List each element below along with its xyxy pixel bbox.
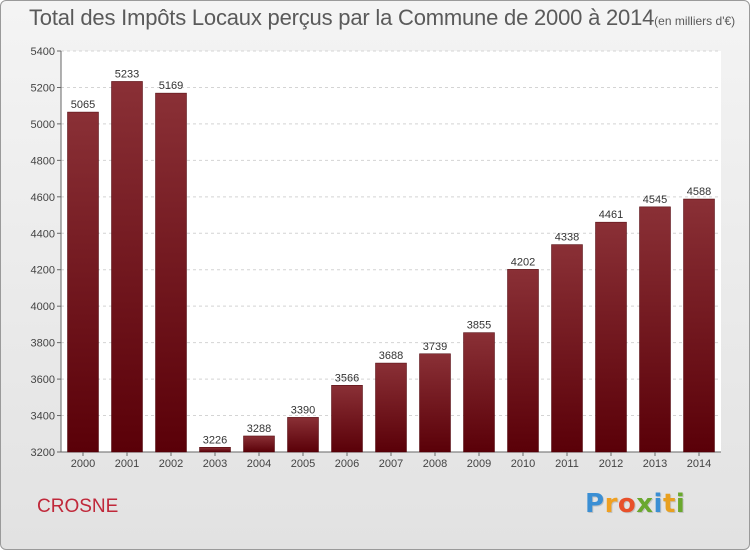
commune-name: CROSNE [37,496,119,517]
bar [375,362,407,453]
x-tick-label: 2002 [159,458,183,470]
x-tick-label: 2014 [687,458,711,470]
x-tick-label: 2006 [335,458,359,470]
data-label: 5233 [115,68,139,80]
logo-letter: o [617,489,637,519]
y-tick-label: 5400 [31,46,55,58]
data-label: 3226 [203,434,227,446]
bar [331,385,363,453]
y-tick-label: 4600 [31,192,55,204]
x-tick-label: 2010 [511,458,535,470]
y-tick-label: 4400 [31,228,55,240]
bar [111,81,143,453]
bar [287,417,319,453]
x-tick-label: 2003 [203,458,227,470]
y-tick-label: 5000 [31,119,55,131]
x-tick-label: 2005 [291,458,315,470]
y-tick-label: 4200 [31,265,55,277]
chart-title-text: Total des Impôts Locaux perçus par la Co… [29,5,655,30]
data-label: 3288 [247,423,271,435]
logo-letter: P [585,489,605,519]
data-label: 4545 [643,194,667,206]
bar [551,244,583,453]
data-label: 4202 [511,256,535,268]
x-tick-label: 2009 [467,458,491,470]
y-tick-label: 3600 [31,374,55,386]
data-label: 4588 [687,186,711,198]
data-label: 3739 [423,341,447,353]
y-tick-label: 4000 [31,301,55,313]
x-tick-label: 2008 [423,458,447,470]
x-tick-label: 2001 [115,458,139,470]
logo-letter: t [662,489,676,519]
bar [507,269,539,453]
bar [595,221,627,453]
data-label: 4338 [555,232,579,244]
logo-letter: x [636,489,654,519]
data-label: 5169 [159,80,183,92]
bar [67,111,99,453]
proxiti-logo: Proxiti [585,489,685,519]
x-tick-label: 2012 [599,458,623,470]
data-label: 3390 [291,404,315,416]
x-tick-label: 2013 [643,458,667,470]
bar [243,435,275,453]
x-tick-label: 2011 [555,458,579,470]
logo-letter: r [604,489,618,519]
bar [683,198,715,453]
logo-letter: i [675,489,686,519]
data-label: 3566 [335,372,359,384]
bar [639,206,671,453]
y-tick-label: 5200 [31,82,55,94]
bar [199,447,231,453]
x-tick-label: 2007 [379,458,403,470]
chart-title: Total des Impôts Locaux perçus par la Co… [29,5,735,31]
data-label: 4461 [599,209,623,221]
bar [419,353,451,453]
y-tick-label: 3200 [31,447,55,459]
chart-subtitle: (en milliers d'€) [654,14,736,28]
bar [463,332,495,453]
data-label: 3688 [379,350,403,362]
logo-letter: i [653,489,663,519]
y-tick-label: 3800 [31,338,55,350]
data-label: 5065 [71,99,95,111]
bar-chart: 3200 3400 3600 3800 4000 4200 4400 4600 4800 5000… [31,46,721,470]
y-tick-label: 4800 [31,155,55,167]
x-tick-label: 2004 [247,458,271,470]
bar [155,92,187,453]
x-tick-label: 2000 [71,458,95,470]
y-tick-label: 3400 [31,411,55,423]
data-label: 3855 [467,320,491,332]
